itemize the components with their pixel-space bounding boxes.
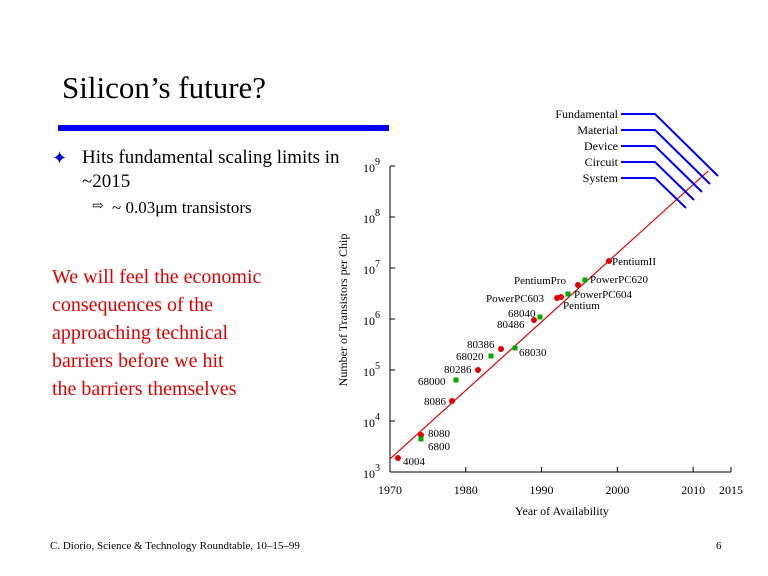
point-label: PowerPC620	[590, 274, 649, 286]
point-label: PentiumII	[612, 256, 656, 268]
footer-citation: C. Diorio, Science & Technology Roundtab…	[50, 540, 300, 552]
data-point-red	[449, 398, 455, 404]
limit-label: Circuit	[585, 155, 619, 169]
data-point-red	[606, 258, 612, 264]
y-tick-label: 104	[363, 412, 380, 430]
x-axis-label: Year of Availability	[515, 504, 609, 518]
y-tick-label: 108	[363, 208, 380, 226]
data-point-green	[565, 291, 571, 297]
y-axis-label: Number of Transistors per Chip	[336, 234, 350, 387]
x-tick-label: 2015	[719, 483, 743, 497]
point-label: 80386	[467, 339, 495, 351]
trend-line	[389, 170, 709, 460]
point-label: 68030	[519, 347, 547, 359]
economic-note-line: consequences of the	[52, 294, 214, 316]
sub-bullet-text: ~ 0.03μm transistors	[112, 198, 252, 217]
data-point-red	[475, 367, 481, 373]
limit-line	[621, 161, 695, 201]
point-label: 8086	[424, 396, 447, 408]
data-point-green	[537, 314, 543, 320]
point-label: 80486	[497, 319, 525, 331]
data-point-red	[558, 294, 564, 300]
y-tick-label: 105	[363, 361, 380, 379]
data-point-red	[498, 346, 504, 352]
economic-note-line: approaching technical	[52, 322, 229, 344]
data-point-green	[453, 377, 459, 383]
title-underline	[58, 125, 389, 131]
x-tick-label: 2010	[681, 483, 705, 497]
point-label: PowerPC603	[486, 293, 545, 305]
point-label: 68000	[418, 376, 446, 388]
point-label: 8080	[428, 428, 451, 440]
x-tick-label: 2000	[605, 483, 629, 497]
point-label: 68040	[508, 308, 536, 320]
bullet-star-icon: ✦	[52, 148, 68, 168]
limit-line	[621, 113, 719, 177]
economic-note-line: the barriers themselves	[52, 378, 237, 400]
x-tick-label: 1970	[378, 483, 402, 497]
slide-title: Silicon’s future?	[62, 70, 267, 105]
data-point-red	[395, 455, 401, 461]
limit-label: System	[583, 171, 619, 185]
data-point-red	[575, 282, 581, 288]
data-point-green	[582, 277, 588, 283]
x-tick-label: 1990	[530, 483, 554, 497]
limit-line	[621, 177, 687, 209]
economic-note: We will feel the economic consequences o…	[52, 263, 342, 403]
y-tick-label: 106	[363, 310, 380, 328]
y-tick-label: 103	[363, 463, 380, 481]
main-bullet-text: Hits fundamental scaling limits in ~2015	[82, 147, 340, 192]
point-label: 68020	[456, 351, 484, 363]
limit-label: Material	[577, 123, 618, 137]
economic-note-line: barriers before we hit	[52, 350, 224, 372]
page-number: 6	[716, 540, 722, 552]
economic-note-line: We will feel the economic	[52, 266, 262, 288]
point-label: Pentium	[563, 300, 600, 312]
point-label: 4004	[403, 456, 426, 468]
point-label: PentiumPro	[514, 275, 566, 287]
data-point-green	[418, 436, 424, 442]
limit-label: Device	[584, 139, 618, 153]
data-point-green	[488, 353, 494, 359]
limit-label: Fundamental	[555, 107, 618, 121]
limit-line	[621, 129, 711, 185]
point-label: 80286	[444, 364, 472, 376]
data-point-green	[512, 345, 518, 351]
data-point-red	[531, 317, 537, 323]
x-tick-label: 1980	[454, 483, 478, 497]
y-tick-label: 107	[363, 259, 380, 277]
point-label: 6800	[428, 441, 451, 453]
arrow-right-icon: ⇨	[92, 199, 104, 214]
y-tick-label: 109	[363, 157, 380, 175]
point-label: PowerPC604	[574, 289, 633, 301]
limit-line	[621, 145, 703, 193]
